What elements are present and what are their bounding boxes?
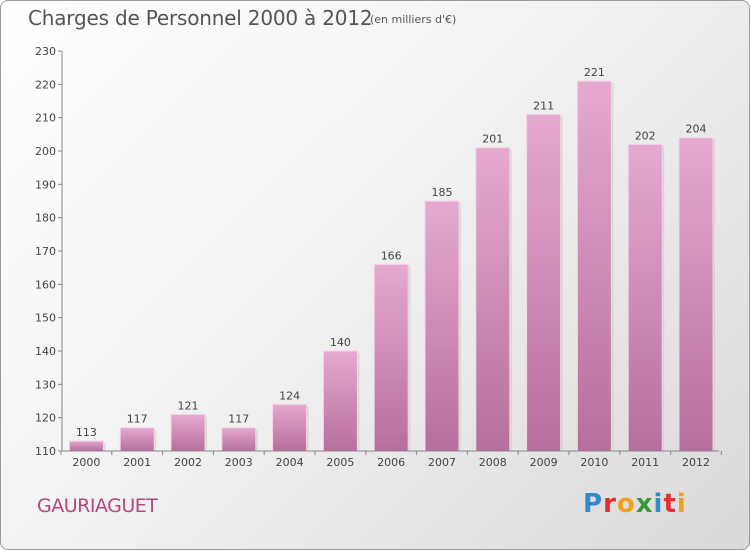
y-tick-label: 110 — [35, 445, 56, 458]
x-tick-label-2002: 2002 — [174, 456, 202, 469]
data-label-2008: 201 — [482, 133, 503, 146]
bar-2000 — [68, 440, 104, 452]
bar-2002 — [170, 413, 206, 452]
x-tick-label-2001: 2001 — [123, 456, 151, 469]
bar-2007 — [424, 200, 460, 452]
y-tick-label: 130 — [35, 378, 56, 391]
y-tick-label: 170 — [35, 245, 56, 258]
data-label-2000: 113 — [76, 426, 97, 439]
logo-letter: r — [603, 489, 617, 519]
x-tick-label-2009: 2009 — [530, 456, 558, 469]
bar-2005 — [322, 350, 358, 452]
x-tick-label-2006: 2006 — [377, 456, 405, 469]
proxiti-logo: Proxiti — [583, 489, 687, 519]
data-label-2007: 185 — [432, 186, 453, 199]
bar-2011 — [627, 143, 663, 452]
y-tick-label: 210 — [35, 112, 56, 125]
x-tick-label-2012: 2012 — [682, 456, 710, 469]
bar-2006 — [373, 263, 409, 452]
chart-subtitle: (en milliers d'€) — [370, 13, 457, 26]
logo-letter: t — [663, 489, 677, 519]
y-tick-label: 120 — [35, 412, 56, 425]
data-label-2005: 140 — [330, 336, 351, 349]
logo-letter: x — [635, 489, 654, 519]
data-label-2001: 117 — [127, 413, 148, 426]
data-label-2006: 166 — [381, 249, 402, 262]
data-label-2011: 202 — [635, 129, 656, 142]
x-tick-label-2000: 2000 — [72, 456, 100, 469]
logo-letter: i — [676, 489, 687, 519]
bar-2008 — [475, 147, 511, 452]
x-tick-label-2005: 2005 — [326, 456, 354, 469]
x-tick-label-2007: 2007 — [428, 456, 456, 469]
bar-2009 — [526, 113, 562, 452]
data-label-2004: 124 — [279, 389, 300, 402]
bar-2010 — [576, 80, 612, 452]
y-tick-label: 230 — [35, 45, 56, 58]
chart-title: Charges de Personnel 2000 à 2012 — [28, 6, 373, 30]
commune-name: GAURIAGUET — [37, 495, 158, 517]
x-tick-label-2011: 2011 — [631, 456, 659, 469]
logo-letter: o — [616, 489, 636, 519]
y-tick-label: 150 — [35, 312, 56, 325]
bar-2004 — [272, 403, 308, 452]
data-label-2003: 117 — [228, 413, 249, 426]
data-label-2012: 204 — [686, 123, 707, 136]
y-tick-label: 180 — [35, 212, 56, 225]
logo-letter: i — [653, 489, 664, 519]
data-label-2010: 221 — [584, 66, 605, 79]
x-tick-label-2004: 2004 — [276, 456, 304, 469]
y-tick-label: 200 — [35, 145, 56, 158]
logo-letter: P — [583, 489, 604, 519]
y-tick-label: 190 — [35, 178, 56, 191]
bar-2012 — [678, 137, 714, 452]
data-label-2009: 211 — [533, 99, 554, 112]
x-tick-label-2010: 2010 — [580, 456, 608, 469]
x-tick-label-2003: 2003 — [225, 456, 253, 469]
x-tick-label-2008: 2008 — [479, 456, 507, 469]
y-tick-label: 220 — [35, 78, 56, 91]
bar-2003 — [221, 427, 257, 452]
y-tick-label: 160 — [35, 278, 56, 291]
bar-2001 — [119, 427, 155, 452]
data-label-2002: 121 — [178, 399, 199, 412]
y-tick-label: 140 — [35, 345, 56, 358]
